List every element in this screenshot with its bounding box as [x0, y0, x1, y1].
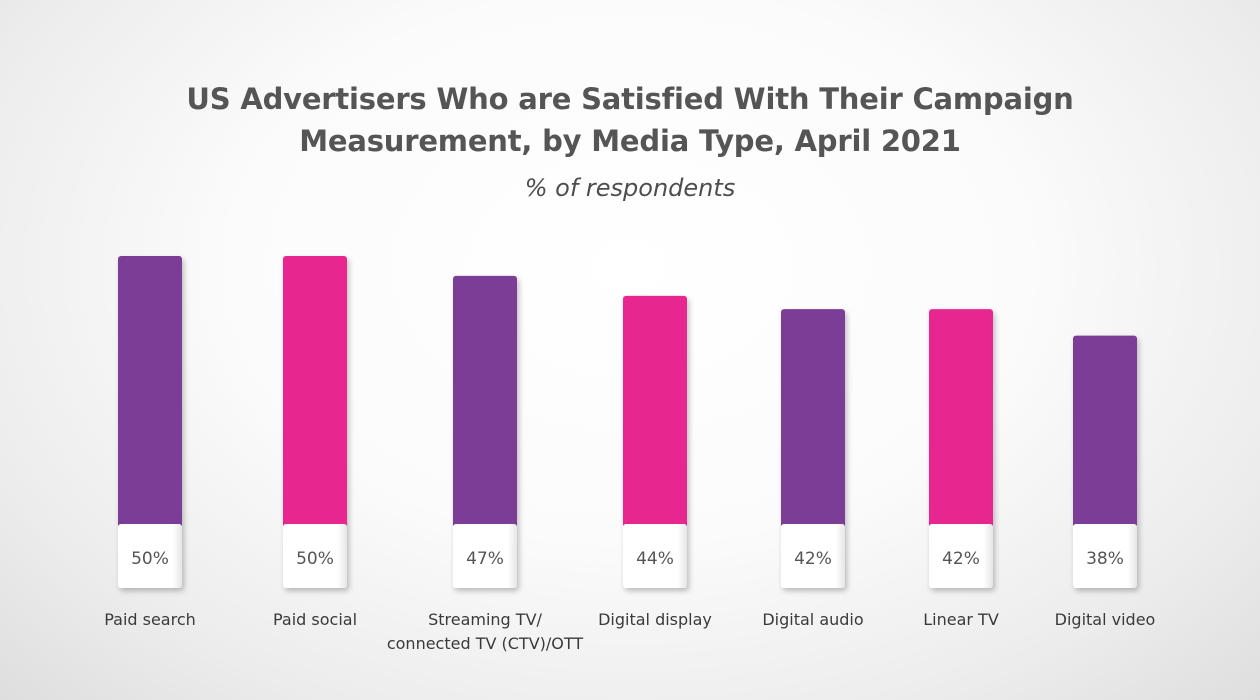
bar [1073, 335, 1137, 528]
category-label: Linear TV [923, 610, 999, 629]
bar-group [1073, 335, 1137, 588]
chart-title: US Advertisers Who are Satisfied With Th… [186, 82, 1074, 158]
category-labels-layer: Paid search Paid social Streaming TV/conne… [104, 610, 1155, 653]
bar-value-label: 42% [794, 549, 832, 569]
bar-value-box [118, 524, 182, 588]
bar-group [118, 256, 182, 588]
bar-value-label: 42% [942, 549, 980, 569]
bar-group [781, 309, 845, 588]
bar-value-box [781, 524, 845, 588]
bar-group [283, 256, 347, 588]
bar-value-label: 47% [466, 549, 504, 569]
bar-value-box [929, 524, 993, 588]
bar-value-label: 38% [1086, 549, 1124, 569]
category-label: Paid search [104, 610, 196, 629]
chart-subtitle: % of respondents [524, 174, 736, 202]
bar [781, 309, 845, 528]
category-label: Streaming TV/connected TV (CTV)/OTT [387, 610, 584, 653]
bar-value-box [1073, 524, 1137, 588]
category-label: Digital audio [762, 610, 863, 629]
bar [623, 295, 687, 528]
bar-value-label: 44% [636, 549, 674, 569]
bar-value-label: 50% [131, 549, 169, 569]
bar-group [453, 275, 517, 588]
bar [283, 256, 347, 528]
bar-value-box [623, 524, 687, 588]
bar-value-box [283, 524, 347, 588]
category-label: Digital display [598, 610, 712, 629]
category-label: Digital video [1055, 610, 1156, 629]
bar-value-label: 50% [296, 549, 334, 569]
bar-group [929, 309, 993, 588]
bar-group [623, 295, 687, 588]
category-label: Paid social [273, 610, 357, 629]
bar [453, 275, 517, 528]
bar [118, 256, 182, 528]
bars-layer: 50% 50% 47% 44% 42% 42% 38% [118, 256, 1137, 588]
bar-value-box [453, 524, 517, 588]
bar [929, 309, 993, 528]
